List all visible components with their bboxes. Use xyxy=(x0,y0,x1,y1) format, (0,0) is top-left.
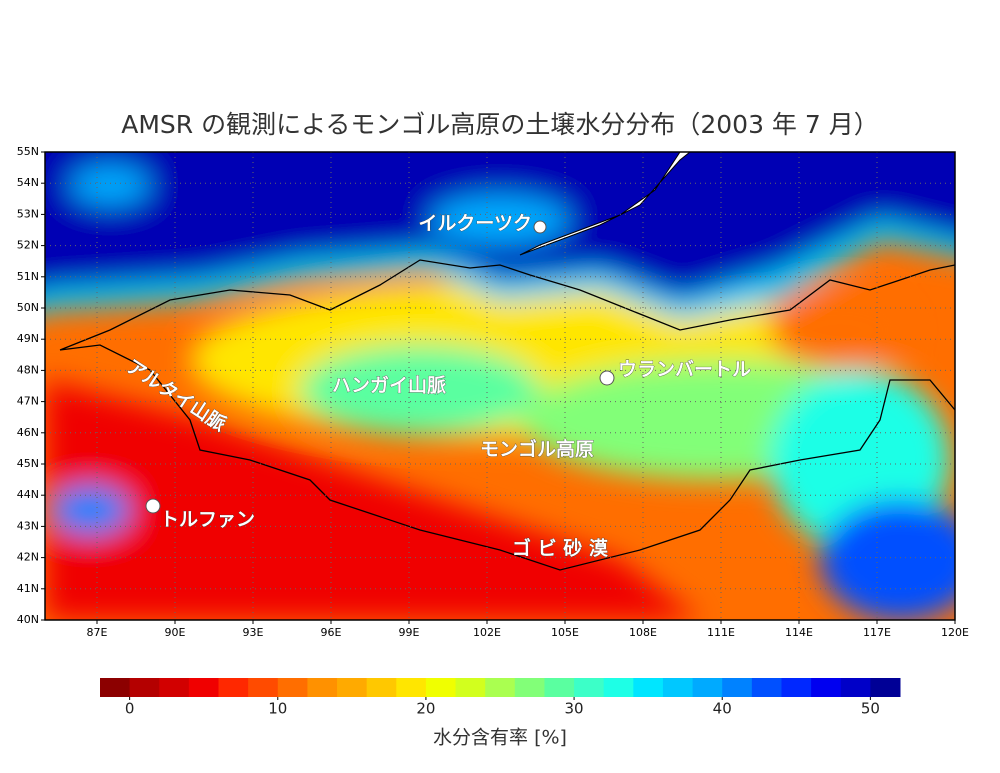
colorbar-box xyxy=(159,678,190,697)
colorbar-box xyxy=(129,678,160,697)
colorbar-box xyxy=(781,678,812,697)
lat-tick-label: 54N xyxy=(17,176,39,189)
colorbar-box xyxy=(722,678,753,697)
colorbar-tick-label: 40 xyxy=(713,700,732,718)
lat-tick-label: 55N xyxy=(17,145,39,158)
lon-tick-label: 96E xyxy=(321,626,342,639)
colorbar-box xyxy=(840,678,871,697)
map-frame xyxy=(44,151,956,621)
colorbar: 0 10 20 30 40 50 xyxy=(100,678,901,718)
place-label: ウランバートル xyxy=(618,359,751,381)
colorbar-box xyxy=(366,678,397,697)
colorbar-box xyxy=(692,678,723,697)
colorbar-box xyxy=(100,678,131,697)
colorbar-tick-label: 10 xyxy=(268,700,287,718)
colorbar-label: 水分含有率 [%] xyxy=(433,727,567,749)
lat-tick-label: 47N xyxy=(17,395,39,408)
lat-tick-label: 52N xyxy=(17,239,39,252)
city-dot xyxy=(533,220,547,234)
lon-tick-label: 105E xyxy=(551,626,579,639)
lat-tick-label: 41N xyxy=(17,582,39,595)
colorbar-box xyxy=(574,678,605,697)
colorbar-box xyxy=(603,678,634,697)
lat-tick-label: 53N xyxy=(17,207,39,220)
place-label: モンゴル高原 xyxy=(480,438,594,461)
lon-tick-label: 102E xyxy=(473,626,501,639)
lat-tick-label: 42N xyxy=(17,551,39,564)
city-dot xyxy=(145,498,161,514)
city-dot xyxy=(599,370,615,386)
lat-tick-label: 50N xyxy=(17,301,39,314)
colorbar-box xyxy=(514,678,545,697)
colorbar-box xyxy=(751,678,782,697)
colorbar-box xyxy=(425,678,457,697)
colorbar-box xyxy=(870,678,901,697)
lat-tick-label: 46N xyxy=(17,426,39,439)
lat-tick-label: 48N xyxy=(17,363,39,376)
moisture-field xyxy=(45,152,955,620)
lat-tick-label: 51N xyxy=(17,270,39,283)
colorbar-box xyxy=(188,678,220,697)
lon-tick-label: 114E xyxy=(785,626,813,639)
colorbar-box xyxy=(396,678,427,697)
lat-tick-label: 44N xyxy=(17,488,39,501)
colorbar-box xyxy=(307,678,338,697)
colorbar-box xyxy=(662,678,694,697)
lat-tick-label: 45N xyxy=(17,457,39,470)
lon-tick-label: 117E xyxy=(863,626,891,639)
place-label: ハンガイ山脈 xyxy=(332,374,446,397)
colorbar-box xyxy=(811,678,842,697)
colorbar-tick-label: 20 xyxy=(416,700,435,718)
lon-tick-label: 111E xyxy=(707,626,735,639)
lat-tick-label: 49N xyxy=(17,332,39,345)
lon-tick-label: 120E xyxy=(941,626,969,639)
colorbar-box xyxy=(485,678,516,697)
colorbar-box xyxy=(633,678,664,697)
lat-tick-label: 40N xyxy=(17,613,39,626)
place-label: イルクーツク xyxy=(418,213,532,235)
lon-tick-label: 99E xyxy=(399,626,420,639)
colorbar-box xyxy=(337,678,368,697)
lon-tick-label: 90E xyxy=(165,626,186,639)
lon-tick-label: 108E xyxy=(629,626,657,639)
place-label: ゴ ビ 砂 漠 xyxy=(512,537,609,560)
colorbar-box xyxy=(218,678,249,697)
map-title: AMSR の観測によるモンゴル高原の土壌水分分布（2003 年 7 月） xyxy=(121,110,878,139)
lat-tick-label: 43N xyxy=(17,519,39,532)
colorbar-tick-label: 30 xyxy=(565,700,584,718)
colorbar-tick-label: 50 xyxy=(861,700,880,718)
colorbar-box xyxy=(455,678,486,697)
colorbar-box xyxy=(544,678,575,697)
place-label: トルファン xyxy=(160,509,255,531)
lon-tick-label: 93E xyxy=(243,626,264,639)
colorbar-box xyxy=(248,678,279,697)
colorbar-tick-label: 0 xyxy=(125,700,135,718)
lon-tick-label: 87E xyxy=(87,626,108,639)
colorbar-box xyxy=(277,678,308,697)
